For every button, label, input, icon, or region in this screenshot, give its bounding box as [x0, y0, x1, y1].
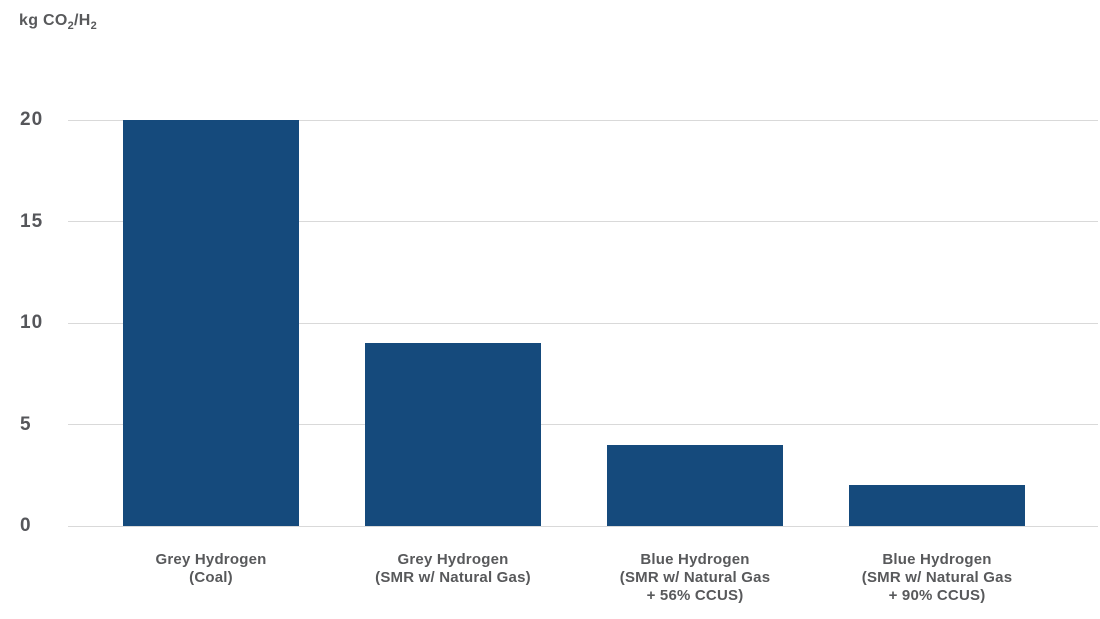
gridline-5 [68, 424, 1098, 425]
bar-label-2: Blue Hydrogen (SMR w/ Natural Gas + 56% CC… [574, 551, 816, 605]
y-tick-label-15: 15 [20, 210, 44, 232]
bar-label-line: + 56% CCUS) [646, 587, 744, 604]
y-tick-label-10: 10 [20, 312, 44, 333]
y-tick-label-0: 0 [20, 515, 32, 536]
bar-label-line: Blue Hydrogen [640, 551, 750, 568]
gridline-15 [68, 221, 1098, 222]
bar-label-line: Grey Hydrogen [155, 551, 267, 568]
bar-label-0: Grey Hydrogen (Coal) [90, 551, 332, 587]
bar-label-line: Blue Hydrogen [882, 551, 992, 568]
bar-label-line: + 90% CCUS) [888, 587, 986, 604]
bar-3 [849, 485, 1025, 526]
bar-label-line: (SMR w/ Natural Gas [861, 569, 1013, 586]
y-tick-label-5: 5 [20, 413, 32, 435]
y-tick-label-20: 20 [20, 109, 44, 130]
bar-label-line: Grey Hydrogen [397, 551, 509, 568]
bar-2 [607, 444, 783, 526]
y-axis-unit-label: kg CO2/H2 [19, 12, 98, 32]
gridline-0 [68, 525, 1098, 527]
y-axis-unit-text: kg CO [19, 12, 68, 29]
gridline-10 [68, 322, 1098, 324]
bar-label-line: (SMR w/ Natural Gas [619, 569, 771, 586]
bar-0 [123, 120, 299, 526]
bar-1 [365, 343, 541, 526]
bar-label-line: (SMR w/ Natural Gas) [375, 569, 531, 586]
gridline-20 [68, 119, 1098, 121]
bar-label-3: Blue Hydrogen (SMR w/ Natural Gas + 90% CC… [816, 551, 1058, 605]
y-axis-unit-subscript: 2 [90, 20, 98, 32]
bar-label-1: Grey Hydrogen (SMR w/ Natural Gas) [332, 551, 574, 587]
bar-label-line: (Coal) [189, 569, 233, 586]
y-axis-unit-text: /H [74, 12, 91, 29]
y-axis-unit-subscript: 2 [67, 20, 75, 32]
